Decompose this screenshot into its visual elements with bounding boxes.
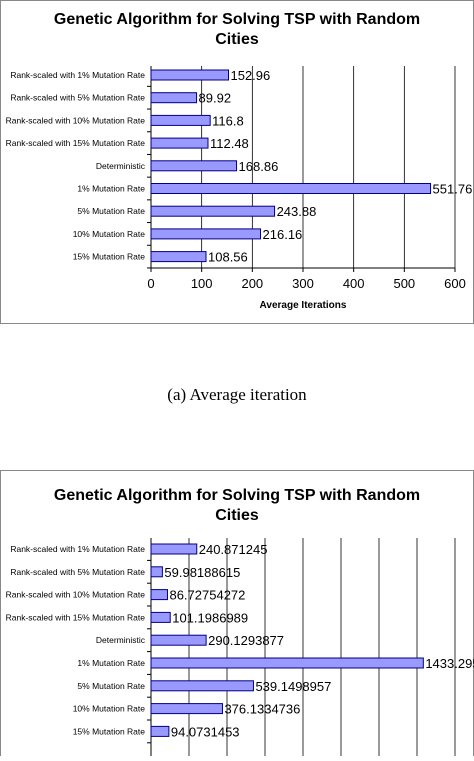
bar-1 [150,69,229,81]
data-label-4: 101.1986989 [172,610,248,625]
chart-panel-second: Genetic Algorithm for Solving TSP with R… [0,470,474,761]
bar-chart-average-iterations: Genetic Algorithm for Solving TSP with R… [0,0,474,324]
bar-5 [150,160,238,172]
data-label-2: 89.92 [199,91,232,106]
data-label-9: 94.0731453 [171,724,240,739]
data-label-7: 243.88 [277,204,317,219]
chart-title-line-2: Cities [215,31,259,48]
x-axis-label: Average Iterations [260,300,347,311]
bar-5 [150,634,207,646]
x-tick-label-100: 100 [191,276,213,291]
data-label-1: 240.871245 [199,542,268,557]
bar-3 [150,589,168,601]
bar-4 [150,611,171,623]
data-label-5: 290.1293877 [208,633,284,648]
bar-6 [150,657,424,669]
category-label-6: 1% Mutation Rate [77,184,145,194]
category-label-9: 15% Mutation Rate [73,726,146,736]
data-label-3: 116.8 [212,113,244,128]
chart-panel-average-iterations: Genetic Algorithm for Solving TSP with R… [0,0,474,325]
data-label-8: 376.1334736 [224,702,300,717]
data-label-6: 1433.295657 [425,656,474,671]
bar-8 [150,228,262,240]
bar-7 [150,680,254,692]
bar-6 [150,183,432,194]
category-label-2: Rank-scaled with 5% Mutation Rate [10,93,145,103]
x-tick-label-300: 300 [292,276,314,291]
data-label-3: 86.72754272 [169,588,245,603]
bar-9 [150,725,170,737]
bar-7 [150,205,276,217]
data-label-6: 551.76 [433,182,473,197]
category-label-3: Rank-scaled with 10% Mutation Rate [6,590,146,600]
category-label-7: 5% Mutation Rate [77,206,145,216]
x-tick-label-200: 200 [241,276,263,291]
bar-2 [150,566,163,578]
data-label-4: 112.48 [210,136,249,151]
bar-9 [150,251,207,263]
bar-4 [150,137,209,149]
category-label-4: Rank-scaled with 15% Mutation Rate [6,138,146,148]
data-label-7: 539.1498957 [255,679,331,694]
bar-3 [150,114,211,126]
chart-title: Genetic Algorithm for Solving TSP with R… [54,487,420,524]
category-label-9: 15% Mutation Rate [73,252,146,262]
chart-title: Genetic Algorithm for Solving TSP with R… [54,11,420,48]
data-label-2: 59.98188615 [164,565,240,580]
data-label-9: 108.56 [208,250,248,265]
chart-title-line-1: Genetic Algorithm for Solving TSP with R… [54,487,420,504]
category-label-1: Rank-scaled with 1% Mutation Rate [10,70,145,80]
x-tick-label-500: 500 [393,276,415,291]
category-label-3: Rank-scaled with 10% Mutation Rate [6,115,146,125]
x-tick-label-400: 400 [343,276,365,291]
category-label-8: 10% Mutation Rate [73,704,146,714]
category-label-4: Rank-scaled with 15% Mutation Rate [6,612,146,622]
data-label-8: 216.16 [263,227,303,242]
data-label-5: 168.86 [239,159,279,174]
data-label-1: 152.96 [230,68,270,83]
category-label-5: Deterministic [96,635,146,645]
chart-title-line-1: Genetic Algorithm for Solving TSP with R… [54,11,420,28]
category-label-7: 5% Mutation Rate [77,681,145,691]
category-label-5: Deterministic [96,161,146,171]
figure-caption: (a) Average iteration [167,385,307,404]
x-tick-label-600: 600 [444,276,466,291]
category-label-6: 1% Mutation Rate [77,658,145,668]
x-tick-label-0: 0 [147,276,154,291]
bar-8 [150,703,223,715]
bar-1 [150,543,198,555]
chart-title-line-2: Cities [215,507,259,524]
bar-2 [150,92,198,104]
category-label-1: Rank-scaled with 1% Mutation Rate [10,544,145,554]
category-label-2: Rank-scaled with 5% Mutation Rate [10,567,145,577]
category-label-8: 10% Mutation Rate [73,229,146,239]
bar-chart-second: Genetic Algorithm for Solving TSP with R… [0,470,474,761]
